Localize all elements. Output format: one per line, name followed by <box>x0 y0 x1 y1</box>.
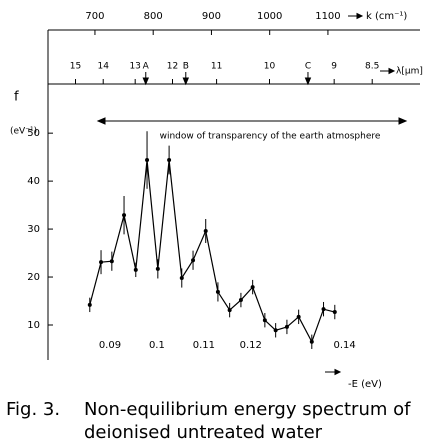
marker-label: C <box>305 62 311 72</box>
lambda-axis-label: λ[μm] <box>396 67 423 77</box>
lambda-tick-label: 15 <box>70 62 81 72</box>
top-tick-label: 800 <box>144 11 163 22</box>
marker-label: B <box>183 62 189 72</box>
data-point <box>227 308 232 313</box>
data-point <box>191 258 196 263</box>
x-tick-label: 0.1 <box>149 340 165 351</box>
lambda-tick-label: 10 <box>264 62 276 72</box>
data-point <box>321 307 326 312</box>
data-point <box>155 266 160 271</box>
lambda-tick-label: 11 <box>211 62 222 72</box>
y-tick-label: 40 <box>27 176 40 187</box>
top-tick-label: 700 <box>85 11 104 22</box>
y-axis-unit: (eV⁻¹) <box>10 127 37 137</box>
data-point <box>133 267 138 272</box>
marker-label: A <box>143 62 150 72</box>
x-tick-label: 0.14 <box>334 340 356 351</box>
y-tick-label: 30 <box>27 224 40 235</box>
data-point <box>238 298 243 303</box>
caption-line: deionised untreated water <box>84 422 323 443</box>
data-point <box>109 259 114 264</box>
data-point <box>122 213 127 218</box>
arrow-head <box>388 67 396 75</box>
data-point <box>273 328 278 333</box>
data-point <box>262 318 267 323</box>
y-tick-label: 20 <box>27 272 40 283</box>
x-tick-label: 0.09 <box>99 340 121 351</box>
lambda-tick-label: 8.5 <box>365 62 379 72</box>
annotation: window of transparency of the earth atmo… <box>160 132 381 142</box>
window-arrow-heads <box>96 117 408 125</box>
data-point <box>167 158 172 163</box>
caption-line: Non-equilibrium energy spectrum of <box>84 399 411 420</box>
lambda-tick-label: 13 <box>129 62 140 72</box>
data-point <box>87 302 92 307</box>
data-line <box>89 159 335 344</box>
x-axis-label: -E (eV) <box>348 379 382 390</box>
marker-arrow-head <box>142 77 150 86</box>
data-point <box>284 324 289 329</box>
data-point <box>99 260 104 265</box>
arrow-head <box>356 12 364 20</box>
marker-arrow-head <box>304 77 312 86</box>
data-point <box>145 158 150 163</box>
data-point <box>215 289 220 294</box>
lambda-tick-label: 12 <box>167 62 178 72</box>
top-tick-label: 900 <box>202 11 221 22</box>
x-tick-label: 0.11 <box>193 340 215 351</box>
data-point <box>309 339 314 344</box>
y-tick-label: 10 <box>27 320 40 331</box>
x-tick-label: 0.12 <box>240 340 262 351</box>
lambda-tick-label: 9 <box>331 62 337 72</box>
data-point <box>296 314 301 319</box>
lambda-tick-label: 14 <box>97 62 109 72</box>
marker-arrow-head <box>182 77 190 86</box>
y-axis-label: f <box>14 90 19 105</box>
y-tick-label: 50 <box>27 128 40 139</box>
data-point <box>332 310 337 315</box>
top-axis-label: k (cm⁻¹) <box>366 11 407 22</box>
data-point <box>203 228 208 233</box>
arrow-head <box>334 368 342 376</box>
data-point <box>250 285 255 290</box>
top-tick-label: 1000 <box>257 11 282 22</box>
top-tick-label: 1100 <box>315 11 340 22</box>
caption-label: Fig. 3. <box>6 399 60 420</box>
data-point <box>179 275 184 280</box>
